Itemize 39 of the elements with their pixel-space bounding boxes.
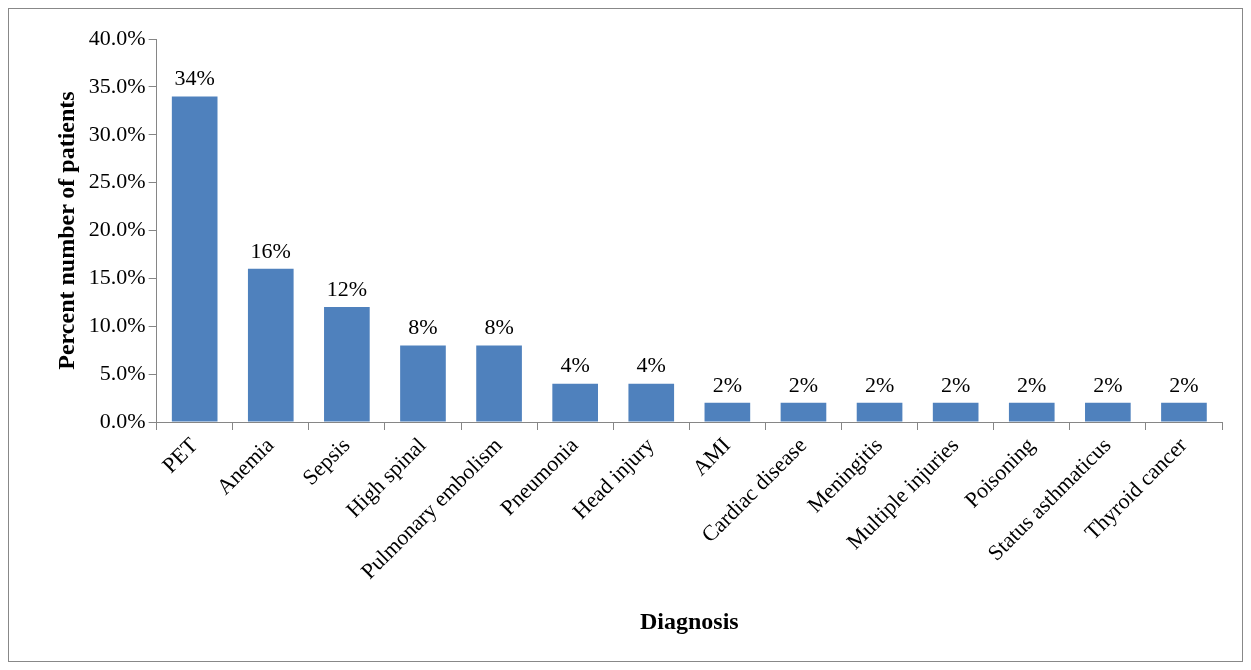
data-label: 2%	[712, 371, 743, 397]
data-label: 2%	[1017, 371, 1047, 397]
data-label: 8%	[408, 314, 438, 340]
data-label: 2%	[940, 371, 971, 397]
data-label: 16%	[250, 237, 291, 263]
bar	[932, 402, 979, 422]
data-label: 4%	[560, 352, 590, 378]
bar	[1085, 402, 1131, 422]
data-label: 2%	[1169, 371, 1199, 397]
y-tick-label: 30.0%	[88, 120, 146, 146]
bar	[400, 345, 446, 422]
bar	[704, 402, 751, 422]
y-tick-label: 20.0%	[88, 216, 146, 242]
data-label: 2%	[788, 371, 819, 397]
bar	[780, 402, 827, 422]
data-label: 12%	[326, 275, 368, 301]
bar	[247, 268, 294, 422]
bar	[856, 402, 903, 422]
data-label: 8%	[484, 314, 514, 340]
bar	[552, 383, 598, 422]
bar	[324, 307, 370, 422]
bar	[628, 383, 675, 422]
y-tick-label: 10.0%	[88, 312, 146, 338]
y-axis-title: Percent number of patients	[52, 91, 79, 370]
y-tick-label: 15.0%	[88, 264, 146, 290]
bar	[1008, 402, 1055, 422]
data-label: 2%	[864, 371, 895, 397]
x-axis-title: Diagnosis	[639, 607, 739, 634]
bar	[171, 96, 218, 422]
data-label: 34%	[174, 65, 215, 91]
data-label: 4%	[636, 352, 666, 378]
y-tick-label: 40.0%	[88, 24, 146, 50]
y-tick-label: 35.0%	[88, 72, 146, 98]
y-tick-label: 5.0%	[99, 359, 146, 385]
bar	[1161, 402, 1207, 422]
bar	[476, 345, 522, 422]
data-label: 2%	[1093, 371, 1123, 397]
y-tick-label: 25.0%	[88, 168, 146, 194]
y-tick-label: 0.0%	[99, 407, 146, 433]
